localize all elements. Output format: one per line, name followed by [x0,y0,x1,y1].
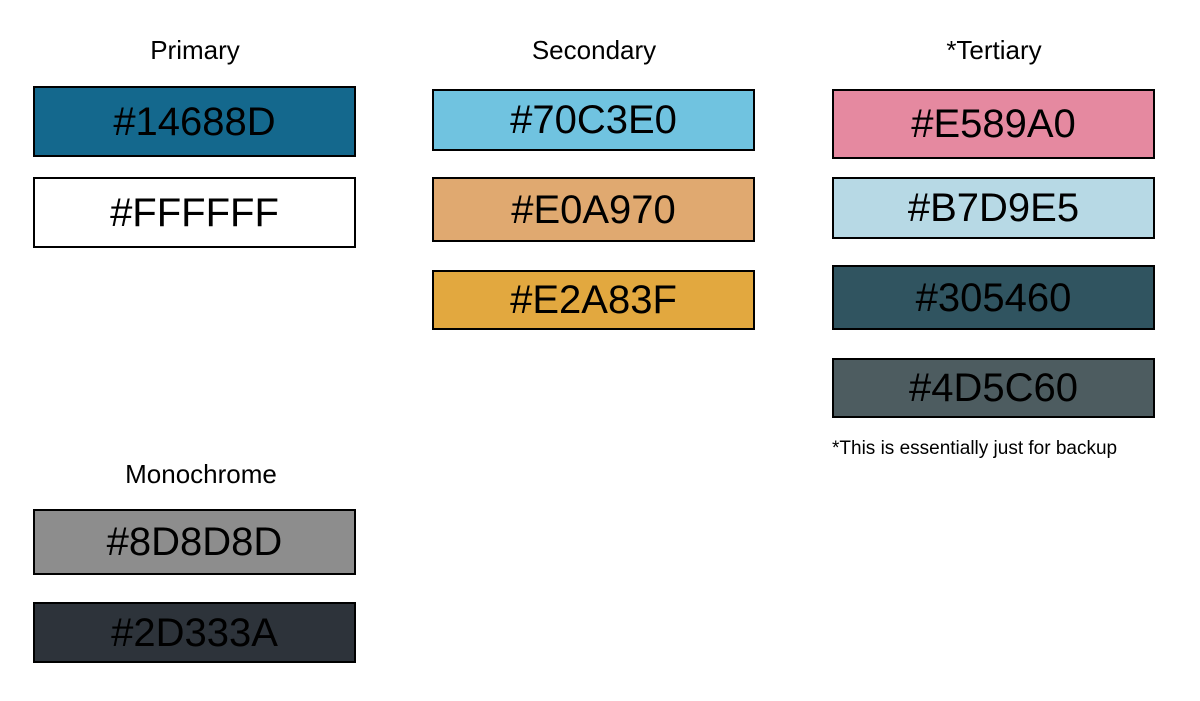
primary-swatch-2: #FFFFFF [33,177,356,248]
swatch-label: #E2A83F [510,278,677,322]
tertiary-swatch-2: #B7D9E5 [832,177,1155,239]
primary-swatch-1: #14688D [33,86,356,157]
swatch-label: #FFFFFF [110,190,279,235]
monochrome-heading: Monochrome [125,459,277,489]
secondary-heading: Secondary [531,35,657,65]
tertiary-heading: *Tertiary [946,35,1042,65]
monochrome-swatch-2: #2D333A [33,602,356,663]
swatch-label: #B7D9E5 [907,186,1080,230]
primary-heading: Primary [150,35,240,65]
secondary-swatch-2: #E0A970 [432,177,755,242]
tertiary-swatch-1: #E589A0 [832,89,1155,159]
swatch-label: #E0A970 [511,187,676,232]
swatch-label: #8D8D8D [106,520,283,564]
swatch-label: #305460 [915,275,1072,320]
swatch-label: #4D5C60 [908,366,1078,410]
monochrome-swatch-1: #8D8D8D [33,509,356,575]
secondary-swatch-1: #70C3E0 [432,89,755,151]
secondary-swatch-3: #E2A83F [432,270,755,330]
swatch-label: #70C3E0 [510,98,677,142]
swatch-label: #2D333A [111,610,278,655]
tertiary-swatch-3: #305460 [832,265,1155,330]
tertiary-footnote: *This is essentially just for backup [832,438,1118,459]
swatch-label: #E589A0 [911,102,1076,146]
swatch-label: #14688D [113,99,276,144]
tertiary-swatch-4: #4D5C60 [832,358,1155,418]
